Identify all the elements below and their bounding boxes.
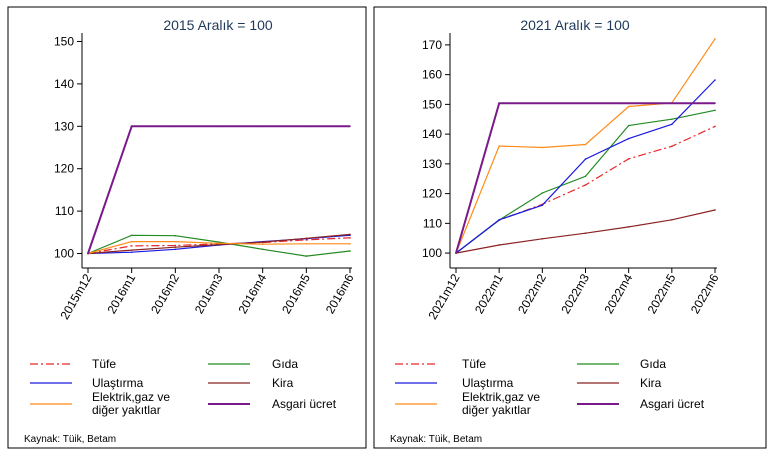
legend-label: Elektrik,gaz ve diğer yakıtlar: [92, 390, 170, 417]
data-point: [261, 248, 264, 251]
data-point: [714, 109, 716, 112]
data-point: [349, 125, 351, 128]
y-tick-label: 100: [54, 247, 74, 261]
data-point: [174, 244, 177, 247]
y-tick-label: 150: [422, 97, 442, 111]
chart-title: 2015 Aralık = 100: [163, 17, 273, 33]
data-point: [498, 244, 500, 246]
y-tick-label: 140: [422, 127, 442, 141]
legend-label: Elektrik,gaz ve diğer yakıtlar: [462, 390, 540, 417]
legend-label: Ulaştırma: [92, 376, 144, 390]
data-point: [584, 158, 587, 160]
data-point: [130, 249, 133, 251]
data-point: [714, 38, 716, 40]
data-point: [174, 125, 177, 128]
data-point: [671, 218, 673, 221]
data-point: [671, 123, 673, 126]
legend-label: Tüfe: [462, 357, 486, 371]
chart-title: 2021 Aralık = 100: [520, 17, 630, 33]
data-point: [130, 234, 133, 237]
data-point: [627, 158, 630, 160]
data-point: [584, 184, 587, 186]
data-point: [261, 125, 264, 128]
data-point: [455, 252, 457, 254]
data-point: [349, 237, 351, 239]
data-point: [130, 251, 133, 254]
source-note: Kaynak: Tüik, Betam: [24, 434, 116, 445]
data-point: [627, 226, 630, 228]
data-point: [130, 125, 133, 128]
data-point: [714, 209, 716, 211]
y-tick-label: 110: [423, 216, 442, 230]
data-point: [584, 102, 587, 104]
y-tick-label: 110: [55, 204, 74, 218]
data-point: [305, 237, 308, 240]
y-tick-label: 100: [422, 246, 442, 260]
data-point: [174, 248, 177, 251]
y-tick-label: 140: [54, 77, 74, 91]
data-point: [714, 125, 716, 128]
data-point: [541, 192, 544, 194]
legend-label: Ulaştırma: [462, 376, 514, 390]
y-tick-label: 150: [54, 34, 74, 48]
legend-label: Kira: [272, 376, 294, 390]
y-tick-label: 130: [422, 157, 442, 171]
data-point: [349, 250, 351, 252]
data-point: [305, 125, 308, 128]
data-point: [627, 105, 630, 108]
data-point: [218, 243, 220, 246]
data-point: [261, 241, 264, 243]
panel-border: [373, 6, 767, 449]
data-point: [714, 79, 716, 81]
y-tick-label: 170: [422, 38, 442, 52]
data-point: [87, 252, 89, 255]
data-point: [130, 240, 133, 243]
data-point: [584, 232, 587, 234]
data-point: [541, 146, 544, 149]
data-point: [349, 233, 351, 236]
y-tick-label: 120: [422, 187, 442, 201]
data-point: [671, 145, 673, 148]
data-point: [671, 102, 673, 104]
legend-label: Gıda: [272, 357, 298, 371]
data-point: [714, 102, 716, 104]
data-point: [498, 145, 500, 147]
data-point: [541, 102, 544, 104]
data-point: [627, 124, 630, 127]
data-point: [584, 175, 587, 178]
data-point: [305, 239, 308, 241]
data-point: [541, 238, 544, 240]
legend-label: Gıda: [640, 357, 666, 371]
legend-label: Asgari ücret: [272, 397, 337, 411]
data-point: [627, 102, 630, 104]
y-tick-label: 120: [54, 162, 74, 176]
data-point: [218, 242, 220, 245]
data-point: [498, 102, 500, 104]
data-point: [627, 137, 630, 140]
panel-border: [7, 6, 367, 449]
data-point: [305, 255, 308, 257]
data-point: [174, 240, 177, 243]
data-point: [218, 125, 220, 128]
data-point: [584, 143, 587, 146]
y-tick-label: 130: [54, 119, 74, 133]
data-point: [174, 234, 177, 237]
legend-label: Tüfe: [92, 357, 116, 371]
legend-label: Asgari ücret: [640, 397, 705, 411]
data-point: [261, 243, 264, 245]
data-point: [218, 241, 220, 243]
data-point: [498, 218, 500, 221]
data-point: [541, 204, 544, 206]
data-point: [349, 242, 351, 245]
data-point: [130, 245, 133, 247]
source-note: Kaynak: Tüik, Betam: [390, 434, 482, 445]
data-point: [174, 246, 177, 248]
data-point: [305, 242, 308, 245]
data-point: [671, 118, 673, 121]
legend-label: Kira: [640, 376, 662, 390]
y-tick-label: 160: [422, 68, 442, 82]
